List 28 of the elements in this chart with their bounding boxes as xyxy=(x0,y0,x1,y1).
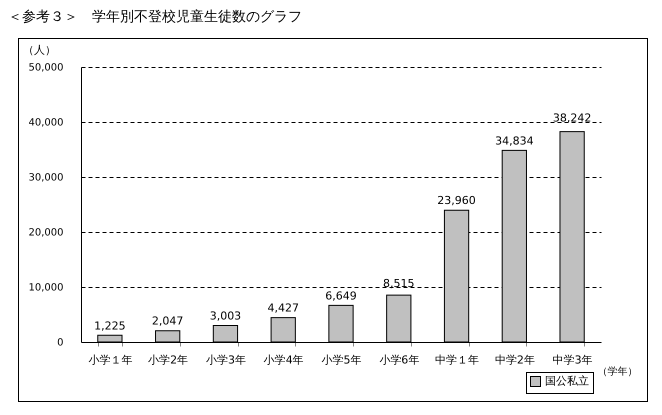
legend-label: 国公私立 xyxy=(545,374,589,388)
x-tick-label: 中学2年 xyxy=(494,354,535,366)
x-tick-label: 小学１年 xyxy=(88,354,132,366)
x-tick-label: 中学3年 xyxy=(552,354,593,366)
data-label: 6,649 xyxy=(325,289,357,302)
data-label: 4,427 xyxy=(267,302,299,315)
x-tick-label: 小学4年 xyxy=(264,354,304,366)
x-tick-label: 小学3年 xyxy=(206,354,246,366)
data-label: 2,047 xyxy=(152,314,184,328)
data-label: 34,834 xyxy=(495,134,534,148)
data-label: 23,960 xyxy=(437,194,476,208)
data-label: 3,003 xyxy=(210,309,242,322)
y-tick-label: 50,000 xyxy=(28,62,64,74)
y-tick-label: 40,000 xyxy=(28,118,64,128)
data-label: 1,225 xyxy=(94,319,126,332)
data-label: 38,242 xyxy=(552,112,592,125)
x-tick-label: 中学１年 xyxy=(435,354,480,366)
y-tick-label: 20,000 xyxy=(28,228,64,238)
y-tick-label: 10,000 xyxy=(28,282,64,294)
x-tick-label: 小学5年 xyxy=(322,354,362,366)
x-tick-label: 小学6年 xyxy=(379,354,420,366)
y-axis-title: （人） xyxy=(23,44,56,56)
x-axis-title: （学年） xyxy=(598,366,638,378)
x-tick-label: 小学2年 xyxy=(148,354,188,366)
y-tick-label: 30,000 xyxy=(28,172,64,184)
chart-title: ＜参考３＞ 学年別不登校児童生徒数のグラフ xyxy=(8,8,302,26)
y-tick-label: 0 xyxy=(57,338,64,348)
data-label: 8,515 xyxy=(383,277,415,290)
